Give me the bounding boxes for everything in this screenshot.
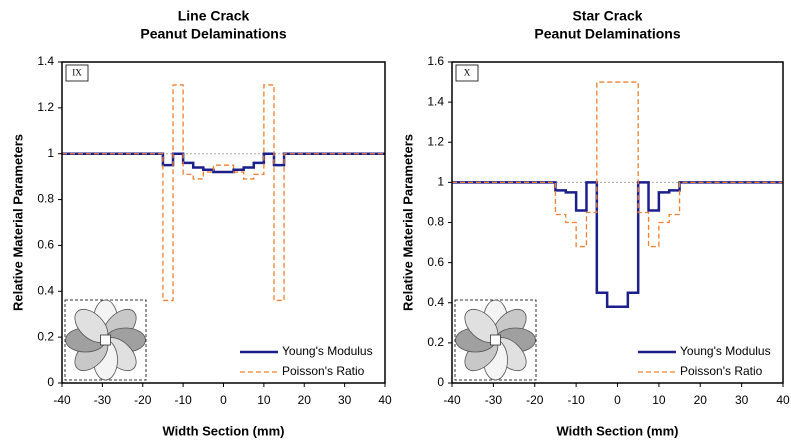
inset-core [490,334,501,346]
y-tick-label: 0 [437,375,444,389]
x-tick-label: -10 [174,393,192,407]
inset-core [100,334,111,346]
series-line [62,152,385,174]
chart-title: Star Crack [572,8,642,24]
chart-subtitle: Peanut Delaminations [140,26,286,42]
x-tick-label: 40 [378,393,392,407]
y-tick-label: 1.4 [427,94,444,108]
plot-frame [451,61,784,384]
x-tick-label: 30 [338,393,352,407]
x-tick-label: 40 [776,393,790,407]
x-tick-label: -30 [94,393,112,407]
y-tick-label: 1.2 [37,100,54,114]
chart-title: Line Crack [178,8,250,24]
y-tick-label: 0 [47,375,54,389]
x-axis-label: Width Section (mm) [557,423,679,438]
series-line [452,81,783,248]
y-tick-label: 1.6 [427,54,444,68]
y-tick-label: 1 [47,146,54,160]
x-tick-label: 0 [614,393,621,407]
y-axis-label: Relative Material Parameters [10,134,25,311]
x-tick-label: -30 [485,393,503,407]
series-line [452,181,783,309]
y-tick-label: 0.4 [427,295,444,309]
series-line [62,84,385,302]
y-tick-label: 0.2 [37,329,54,343]
panel-label-box [65,64,89,82]
x-tick-label: 10 [257,393,271,407]
x-tick-label: 20 [298,393,312,407]
y-tick-label: 0.4 [37,283,54,297]
x-tick-label: 10 [652,393,666,407]
x-tick-label: -20 [526,393,544,407]
x-tick-label: -10 [567,393,585,407]
x-tick-label: 20 [694,393,708,407]
legend-label: Poisson's Ratio [282,364,365,378]
x-axis-label: Width Section (mm) [163,423,285,438]
y-tick-label: 0.8 [427,215,444,229]
y-tick-label: 0.8 [37,192,54,206]
y-axis-label: Relative Material Parameters [400,134,415,311]
panel-label: IX [72,68,82,78]
y-tick-label: 0.6 [427,255,444,269]
legend-label: Young's Modulus [680,344,771,358]
legend-label: Young's Modulus [282,344,373,358]
y-tick-label: 1.2 [427,134,444,148]
x-tick-label: 30 [735,393,749,407]
x-tick-label: -20 [134,393,152,407]
y-tick-label: 1 [437,175,444,189]
y-tick-label: 0.6 [37,238,54,252]
plot-frame [61,61,386,384]
panel-label-box [455,64,479,82]
x-tick-label: -40 [443,393,461,407]
x-tick-label: 0 [220,393,227,407]
chart-subtitle: Peanut Delaminations [534,26,680,42]
panel-label: X [464,68,471,78]
x-tick-label: -40 [53,393,71,407]
y-tick-label: 1.4 [37,54,54,68]
legend-label: Poisson's Ratio [680,364,763,378]
y-tick-label: 0.2 [427,335,444,349]
